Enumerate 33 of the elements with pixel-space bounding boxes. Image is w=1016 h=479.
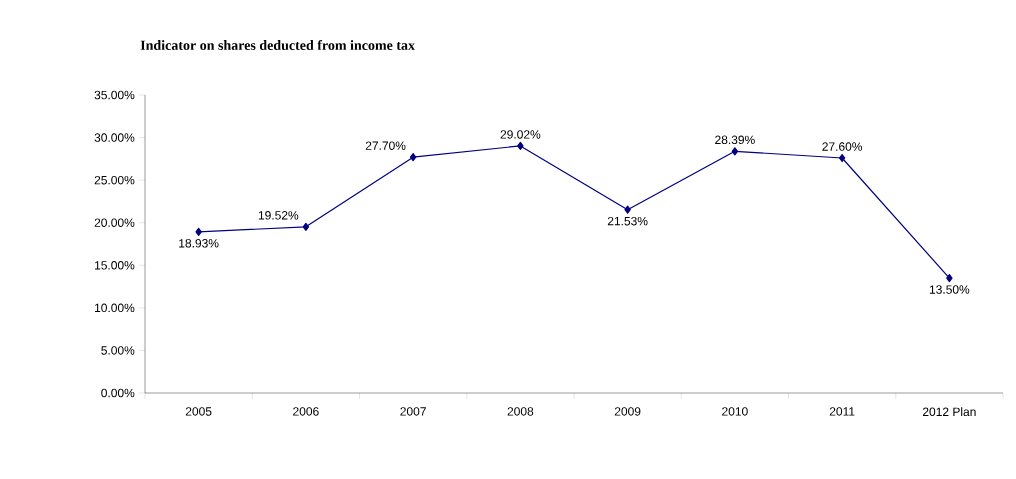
point xyxy=(409,153,417,162)
x-tick-label: 2006 xyxy=(293,407,319,416)
y-tick-label: 25.00% xyxy=(94,175,135,185)
data-label: 21.53% xyxy=(607,216,648,226)
data-label: 19.52% xyxy=(258,211,299,220)
point xyxy=(624,205,631,214)
point xyxy=(195,227,202,236)
point xyxy=(731,147,739,156)
x-tick-label: 2008 xyxy=(507,407,534,416)
data-label: 28.39% xyxy=(715,135,755,145)
data-label: 29.02% xyxy=(500,130,541,139)
x-tick-label: 2010 xyxy=(722,407,748,416)
x-tick-label: 2009 xyxy=(614,407,641,416)
y-tick-label: 35.00% xyxy=(94,90,135,100)
y-tick-label: 10.00% xyxy=(95,303,135,313)
x-tick-label: 2007 xyxy=(400,407,426,416)
x-tick-label: 2005 xyxy=(185,407,212,416)
point xyxy=(302,222,310,231)
data-label: 13.50% xyxy=(929,285,970,294)
data-label: 18.93% xyxy=(179,239,219,248)
data-label: 27.70% xyxy=(365,141,406,150)
point xyxy=(838,153,846,163)
chart-title: Indicator on shares deducted from income tax xyxy=(140,39,415,51)
x-tick-label: 2011 xyxy=(829,407,855,416)
x-tick-label: 2012 Plan xyxy=(922,407,976,417)
data-label: 27.60% xyxy=(822,142,863,151)
y-tick-label: 5.00% xyxy=(101,346,135,355)
y-tick-label: 30.00% xyxy=(94,133,135,142)
y-tick-label: 0.00% xyxy=(101,388,135,398)
y-tick-label: 15.00% xyxy=(95,261,135,270)
point xyxy=(946,273,953,283)
y-tick-label: 20.00% xyxy=(94,218,135,227)
point xyxy=(517,141,524,151)
